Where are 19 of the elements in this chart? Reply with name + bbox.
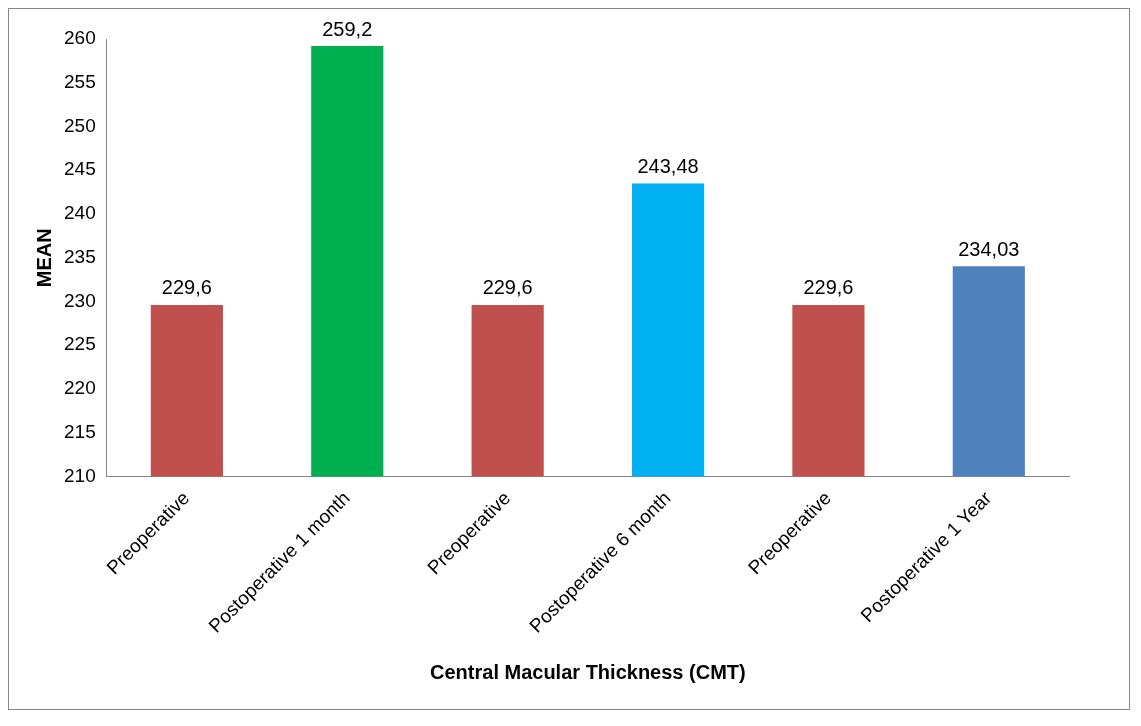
y-tick-label: 235: [64, 245, 96, 267]
x-axis-title: Central Macular Thickness (CMT): [430, 660, 746, 683]
y-tick-label: 260: [64, 27, 96, 49]
data-label: 234,03: [958, 237, 1020, 260]
y-tick-label: 230: [64, 289, 96, 311]
data-label: 229,6: [803, 276, 854, 299]
y-tick-label: 220: [64, 377, 96, 399]
y-tick-label: 225: [64, 333, 96, 355]
data-label: 229,6: [161, 276, 212, 299]
y-tick-label: 255: [64, 70, 96, 92]
y-axis-title: MEAN: [32, 228, 55, 288]
data-label: 259,2: [322, 17, 373, 40]
y-tick-label: 215: [64, 420, 96, 442]
y-tick-label: 210: [64, 464, 96, 486]
y-tick-label: 240: [64, 202, 96, 224]
y-tick-label: 245: [64, 158, 96, 180]
y-tick-label: 250: [64, 114, 96, 136]
data-label: 229,6: [482, 276, 533, 299]
data-label: 243,48: [637, 155, 699, 178]
